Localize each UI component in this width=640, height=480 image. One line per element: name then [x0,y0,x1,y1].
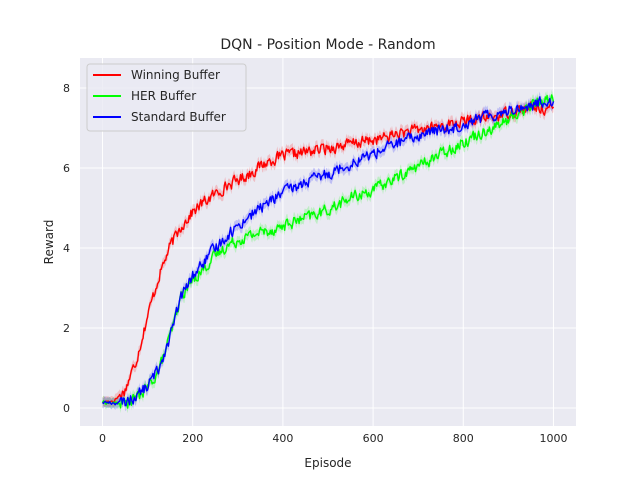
x-tick-label: 1000 [539,432,567,445]
legend-label-standard-buffer: Standard Buffer [131,110,226,124]
y-axis-ticks: 0 2 4 6 8 [63,82,70,415]
y-tick-label: 4 [63,242,70,255]
legend-label-her-buffer: HER Buffer [131,89,196,103]
series-lines [101,94,555,409]
x-axis-ticks: 0 200 400 600 800 1000 [99,432,567,445]
x-tick-label: 800 [453,432,474,445]
x-tick-label: 200 [182,432,203,445]
legend: Winning Buffer HER Buffer Standard Buffer [86,63,247,132]
x-axis-label: Episode [304,456,351,470]
y-axis-label: Reward [42,220,56,265]
chart-title: DQN - Position Mode - Random [220,37,435,53]
line-standard-buffer [102,96,555,407]
legend-box [86,63,247,132]
y-tick-label: 8 [63,82,70,95]
y-tick-label: 2 [63,322,70,335]
y-tick-label: 6 [63,162,70,175]
y-tick-label: 0 [63,402,70,415]
x-tick-label: 600 [363,432,384,445]
x-tick-label: 0 [99,432,106,445]
legend-label-winning-buffer: Winning Buffer [131,68,220,82]
x-tick-label: 400 [272,432,293,445]
